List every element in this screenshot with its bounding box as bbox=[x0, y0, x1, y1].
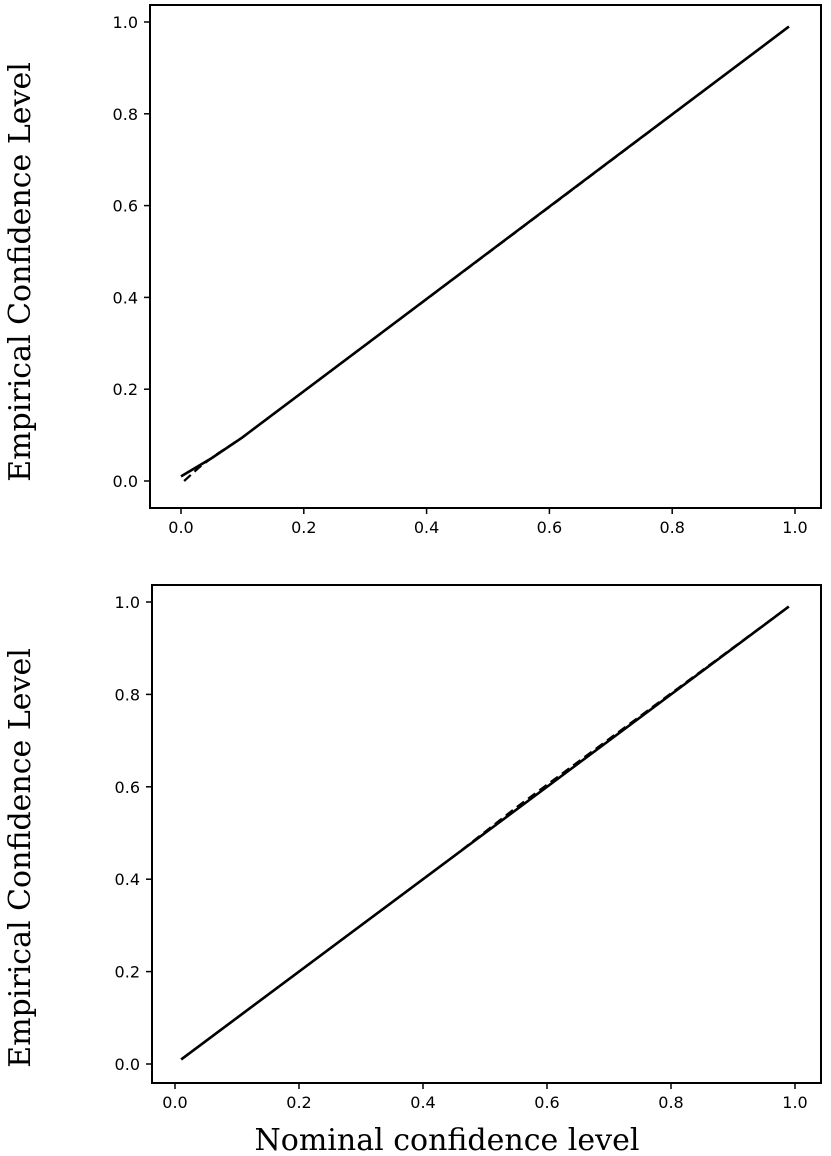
chart-panel-1: 0.0 0.2 0.4 0.6 0.8 1.0 0.0 0.2 0.4 0.6 0.8 1.0 Empi… bbox=[3, 4, 822, 537]
y-tick-label: 0.0 bbox=[113, 472, 138, 491]
chart-panel-2: 0.0 0.2 0.4 0.6 0.8 1.0 0.0 0.2 0.4 0.6 0.8 1.0 Empi… bbox=[3, 584, 822, 1156]
x-tick-label: 0.0 bbox=[162, 1093, 187, 1112]
series-line-dashed bbox=[183, 25, 790, 482]
x-tick-label: 0.0 bbox=[168, 518, 193, 537]
series-line-solid bbox=[180, 25, 790, 478]
x-tick-label: 0.4 bbox=[414, 518, 439, 537]
y-tick-label: 0.2 bbox=[115, 963, 140, 982]
series-line-dashed bbox=[180, 605, 790, 1061]
x-tick-label: 0.8 bbox=[658, 1093, 683, 1112]
x-tick-label: 1.0 bbox=[782, 1093, 807, 1112]
plot-frame bbox=[149, 4, 822, 509]
y-tick-label: 0.8 bbox=[113, 105, 138, 124]
y-tick-label: 0.6 bbox=[115, 778, 140, 797]
y-tick-label: 0.4 bbox=[113, 288, 138, 307]
x-tick-label: 0.8 bbox=[659, 518, 684, 537]
x-axis-label: Nominal confidence level bbox=[255, 1123, 640, 1156]
y-axis-label: Empirical Confidence Level bbox=[3, 648, 38, 1068]
y-tick-label: 0.6 bbox=[113, 197, 138, 216]
y-tick-label: 0.0 bbox=[115, 1055, 140, 1074]
y-tick-label: 1.0 bbox=[113, 13, 138, 32]
y-tick-label: 1.0 bbox=[115, 593, 140, 612]
x-tick-label: 1.0 bbox=[782, 518, 807, 537]
y-tick-label: 0.2 bbox=[113, 380, 138, 399]
x-tick-label: 0.6 bbox=[537, 518, 562, 537]
x-tick-label: 0.2 bbox=[286, 1093, 311, 1112]
y-axis-label: Empirical Confidence Level bbox=[3, 62, 38, 482]
y-tick-label: 0.4 bbox=[115, 870, 140, 889]
x-tick-label: 0.6 bbox=[534, 1093, 559, 1112]
x-tick-label: 0.4 bbox=[410, 1093, 435, 1112]
plot-frame bbox=[151, 584, 822, 1084]
y-tick-label: 0.8 bbox=[115, 685, 140, 704]
x-tick-label: 0.2 bbox=[291, 518, 316, 537]
